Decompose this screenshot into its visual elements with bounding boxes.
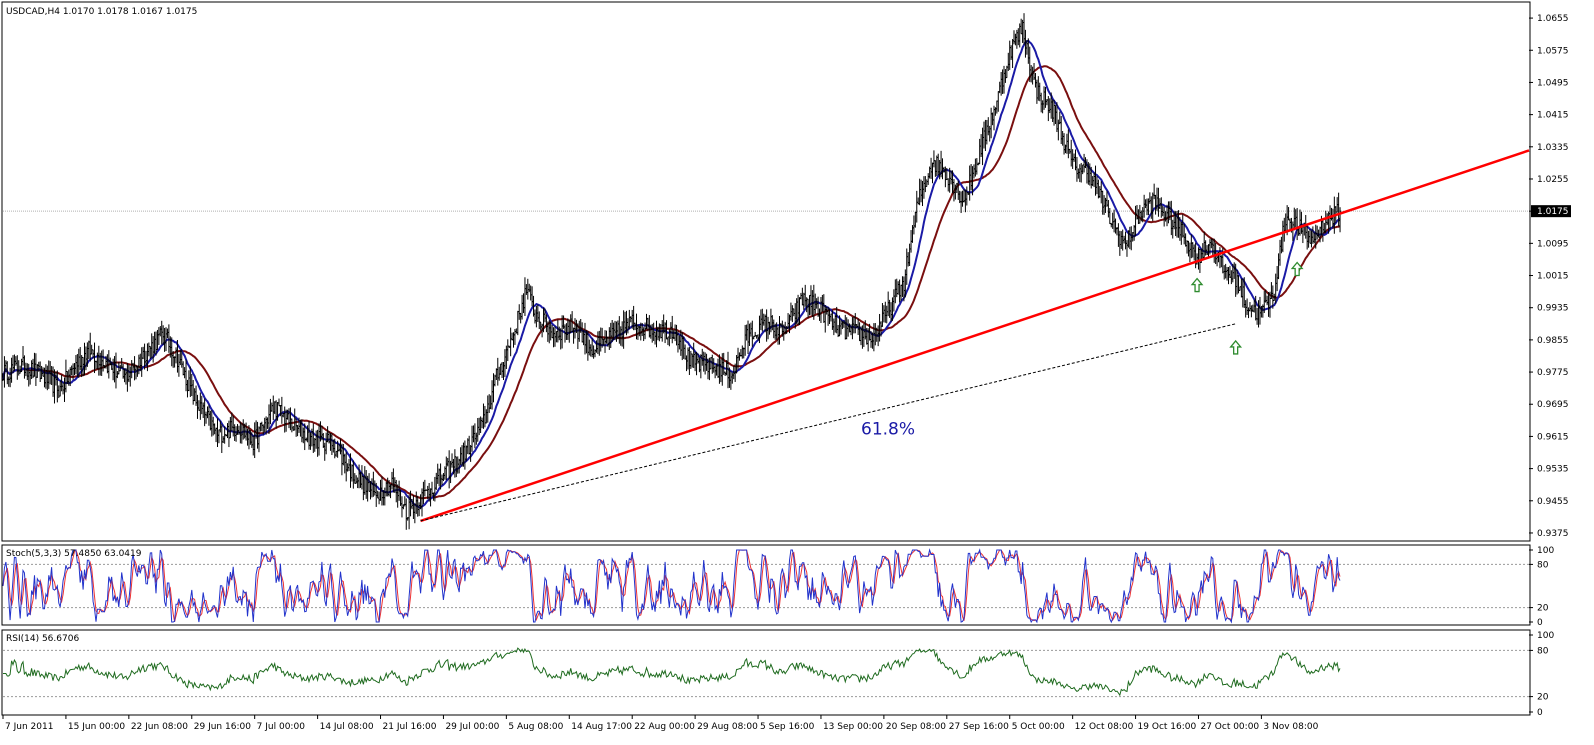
time-tick-label: 29 Jul 00:00	[445, 722, 499, 732]
time-tick-label: 7 Jul 00:00	[257, 722, 306, 732]
osc-tick-label: 0	[1537, 618, 1543, 628]
time-tick-label: 14 Jul 08:00	[320, 722, 374, 732]
ma-slow-line	[2, 65, 1341, 500]
current-price-box	[1531, 205, 1571, 218]
stoch-lines	[2, 548, 1341, 624]
up-arrow-icon	[1229, 339, 1243, 355]
price-panel-frame	[1, 1, 1531, 542]
time-tick-label: 21 Jul 16:00	[383, 722, 437, 732]
time-tick-label: 3 Nov 08:00	[1263, 722, 1318, 732]
price-axis: 1.0655 1.0575 1.0495 1.0415 1.0335 1.0255 1.01…	[1529, 14, 1569, 539]
time-tick-label: 27 Sep 16:00	[949, 722, 1009, 732]
stoch-panel-frame	[1, 544, 1531, 626]
time-tick-label: 19 Oct 16:00	[1138, 722, 1197, 732]
osc-tick-label: 20	[1537, 604, 1549, 614]
time-tick-label: 27 Oct 00:00	[1200, 722, 1259, 732]
symbol-header: USDCAD,H4 1.0170 1.0178 1.0167 1.0175	[6, 7, 197, 17]
time-tick-label: 7 Jun 2011	[5, 722, 53, 732]
rsi-panel[interactable]: RSI(14) 56.6706 100 80 20 0	[1, 629, 1554, 718]
current-price-tag: 1.0175	[1531, 205, 1571, 218]
price-tick-label: 0.9935	[1537, 304, 1569, 314]
time-tick-label: 22 Aug 00:00	[634, 722, 695, 732]
price-tick-label: 1.0015	[1537, 272, 1569, 282]
price-tick-label: 1.0095	[1537, 239, 1569, 249]
time-tick-label: 14 Aug 17:00	[571, 722, 632, 732]
price-tick-label: 0.9375	[1537, 529, 1569, 539]
price-tick-label: 1.0415	[1537, 111, 1569, 121]
price-tick-label: 1.0655	[1537, 14, 1569, 24]
osc-tick-label: 100	[1537, 546, 1554, 556]
rsi-panel-frame	[1, 629, 1531, 716]
price-tick-label: 0.9695	[1537, 400, 1569, 410]
up-arrow-icon	[1190, 277, 1204, 293]
price-tick-label: 0.9615	[1537, 432, 1569, 442]
time-tick-label: 5 Oct 00:00	[1012, 722, 1065, 732]
time-tick-label: 29 Jun 16:00	[194, 722, 251, 732]
price-tick-label: 1.0335	[1537, 143, 1569, 153]
ma-slow-path	[2, 65, 1341, 500]
osc-tick-label: 0	[1537, 708, 1543, 718]
trendline[interactable]	[420, 149, 1530, 523]
ohlc-bar	[1339, 207, 1342, 233]
osc-tick-label: 80	[1537, 560, 1549, 570]
rsi-path	[3, 647, 1341, 697]
osc-tick-label: 20	[1537, 693, 1549, 703]
time-tick-label: 5 Aug 08:00	[508, 722, 563, 732]
ma-fast-line	[2, 39, 1341, 509]
price-tick-label: 1.0495	[1537, 78, 1569, 88]
price-bars	[2, 13, 1342, 530]
time-tick-label: 12 Oct 08:00	[1075, 722, 1134, 732]
time-axis: 7 Jun 2011 15 Jun 00:00 22 Jun 08:00 29 Jun…	[2, 715, 1319, 732]
time-tick-label: 20 Sep 08:00	[886, 722, 946, 732]
osc-tick-label: 100	[1537, 631, 1554, 641]
rsi-title: RSI(14) 56.6706	[6, 634, 79, 644]
up-arrow-icon	[1290, 261, 1304, 277]
osc-tick-label: 80	[1537, 646, 1549, 656]
time-tick-label: 13 Sep 00:00	[823, 722, 883, 732]
stoch-main-path	[2, 548, 1341, 624]
price-tick-label: 1.0575	[1537, 46, 1569, 56]
rsi-line	[3, 647, 1341, 697]
price-tick-label: 0.9855	[1537, 336, 1569, 346]
rsi-axis: 100 80 20 0	[1529, 631, 1554, 718]
stoch-axis: 100 80 20 0	[1529, 546, 1554, 628]
current-price-label: 1.0175	[1537, 207, 1569, 217]
stoch-panel[interactable]: Stoch(5,3,3) 57.4850 63.0419 100 80 20 0	[1, 544, 1554, 628]
time-tick-label: 22 Jun 08:00	[131, 722, 188, 732]
time-tick-label: 29 Aug 08:00	[697, 722, 758, 732]
price-panel[interactable]: 61.8% USDCAD,H4 1.0170 1.0178 1.0167 1.0…	[1, 1, 1571, 542]
arrow-markers	[1190, 261, 1304, 355]
stoch-title: Stoch(5,3,3) 57.4850 63.0419	[6, 549, 142, 559]
price-tick-label: 1.0255	[1537, 175, 1569, 185]
fib-label: 61.8%	[861, 419, 915, 439]
time-tick-label: 5 Sep 16:00	[760, 722, 815, 732]
trendline-path	[420, 149, 1530, 523]
price-tick-label: 0.9455	[1537, 497, 1569, 507]
price-tick-label: 0.9535	[1537, 465, 1569, 475]
price-tick-label: 0.9775	[1537, 368, 1569, 378]
ma-fast-path	[2, 39, 1341, 509]
time-tick-label: 15 Jun 00:00	[68, 722, 125, 732]
